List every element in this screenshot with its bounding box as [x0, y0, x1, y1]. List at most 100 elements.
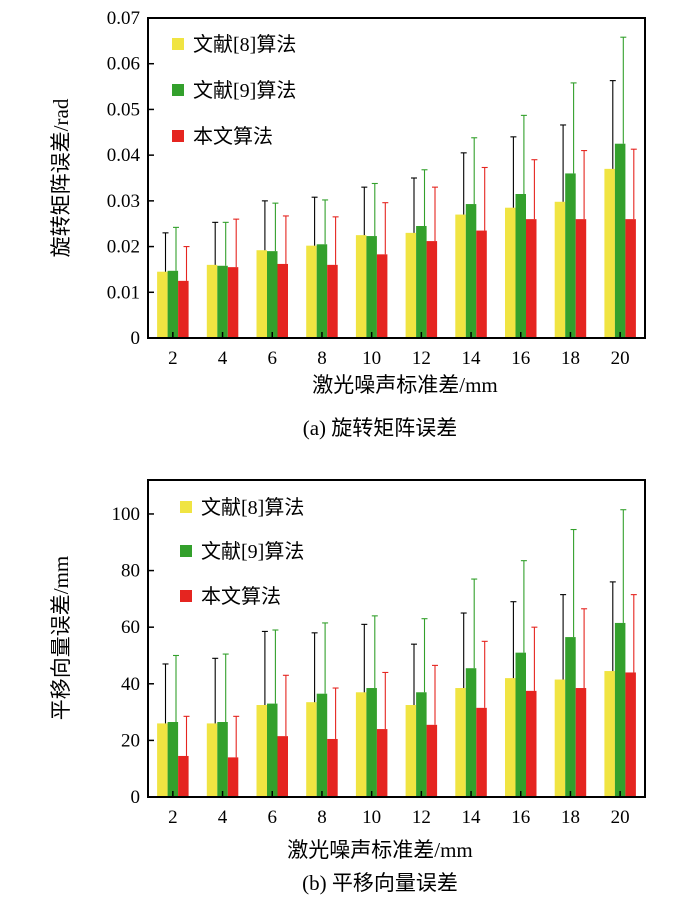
bar-ref8-2	[157, 271, 168, 338]
bar-ref8-14	[455, 688, 466, 797]
bar-ref9-12	[416, 692, 427, 797]
y-tick-label: 0.07	[107, 8, 140, 29]
bar-ours-8	[327, 264, 338, 338]
y-tick-label: 0.04	[107, 145, 141, 166]
x-tick-label: 18	[561, 348, 580, 369]
legend-label: 文献[8]算法	[201, 496, 304, 519]
bar-ours-18	[575, 688, 587, 797]
x-tick-label: 2	[168, 807, 178, 828]
x-tick-label: 8	[317, 348, 327, 369]
bar-ours-14	[476, 707, 487, 797]
y-axis-label: 平移向量误差/mm	[49, 556, 73, 721]
chart-translation-error: 0 20 40 60 80 100 2 4 6 8 10 12 14 16 18 20 文献[8]算法文献[9…	[49, 479, 646, 895]
x-tick-label: 14	[462, 348, 482, 369]
y-tick-label: 0.05	[107, 99, 140, 120]
bar-ref9-20	[614, 143, 626, 338]
bar-ref9-8	[316, 693, 328, 797]
legend-label: 本文算法	[193, 125, 273, 148]
chart-caption: (a) 旋转矩阵误差	[303, 416, 458, 440]
error-bars-group	[162, 509, 637, 758]
bar-ours-14	[476, 230, 487, 338]
bar-ref8-2	[157, 723, 168, 797]
bars-group	[157, 143, 636, 338]
bar-ref9-12	[416, 226, 427, 338]
bar-ref8-18	[554, 679, 566, 797]
bar-ref8-14	[455, 214, 466, 338]
legend-label: 文献[9]算法	[201, 540, 304, 563]
x-tick-label: 6	[268, 807, 278, 828]
axes-group: 0 0.01 0.02 0.03 0.04 0.05 0.06 0.07 2 4 6 8 10 12 14 1…	[107, 8, 646, 369]
bar-ref8-6	[256, 705, 267, 797]
x-tick-label: 20	[611, 807, 630, 828]
error-bars-group	[162, 36, 637, 281]
y-tick-label: 60	[121, 617, 140, 638]
bar-ours-10	[376, 729, 388, 797]
y-tick-label: 80	[121, 561, 140, 582]
bar-ref9-10	[366, 236, 377, 338]
bar-ref9-2	[167, 270, 179, 338]
bar-ref8-12	[405, 232, 417, 338]
axes-group: 0 20 40 60 80 100 2 4 6 8 10 12 14 16 18 20	[112, 479, 646, 828]
bar-ref8-20	[604, 168, 615, 338]
bar-ours-12	[426, 724, 438, 797]
bar-ref8-4	[206, 264, 218, 338]
legend-label: 文献[8]算法	[193, 33, 296, 56]
legend-swatch	[172, 130, 184, 142]
bar-ref9-18	[565, 637, 576, 797]
y-tick-label: 0	[131, 328, 141, 349]
bar-ref9-8	[316, 244, 328, 338]
y-tick-label: 0	[131, 787, 141, 808]
chart-rotation-error: 0 0.01 0.02 0.03 0.04 0.05 0.06 0.07 2 4 6 8 10 12 14 1…	[49, 8, 646, 440]
bar-ours-20	[625, 672, 636, 797]
legend-label: 文献[9]算法	[193, 79, 296, 102]
bar-ref9-16	[515, 652, 526, 797]
bar-ours-2	[178, 755, 189, 797]
x-tick-label: 10	[362, 807, 381, 828]
y-axis-label: 旋转矩阵误差/rad	[49, 98, 73, 257]
bar-ours-16	[526, 690, 537, 797]
bar-ref9-10	[366, 688, 377, 797]
x-tick-label: 12	[412, 807, 431, 828]
x-tick-label: 10	[362, 348, 381, 369]
bar-ours-6	[277, 263, 288, 338]
bar-ours-10	[376, 254, 388, 338]
y-tick-label: 20	[121, 730, 140, 751]
bar-ours-12	[426, 241, 438, 338]
bar-ref9-6	[267, 703, 278, 797]
legend-swatch	[180, 501, 192, 513]
bar-ours-16	[526, 219, 537, 338]
legend-swatch	[180, 545, 192, 557]
x-tick-label: 12	[412, 348, 431, 369]
bar-ref8-10	[355, 235, 367, 338]
chart-caption: (b) 平移向量误差	[302, 871, 458, 895]
x-tick-label: 16	[511, 807, 530, 828]
bar-ours-6	[277, 736, 288, 797]
bar-ref8-20	[604, 671, 615, 797]
bar-ref8-8	[306, 702, 317, 797]
x-tick-label: 6	[268, 348, 278, 369]
plot-frame	[147, 17, 646, 339]
x-tick-label: 18	[561, 807, 580, 828]
x-tick-label: 20	[611, 348, 630, 369]
x-tick-label: 2	[168, 348, 178, 369]
bar-ref8-10	[355, 692, 367, 797]
x-tick-label: 8	[317, 807, 327, 828]
bar-ours-4	[227, 757, 239, 797]
bar-ref8-16	[505, 207, 516, 338]
y-tick-label: 40	[121, 674, 140, 695]
bar-ref8-8	[306, 245, 317, 338]
bar-ours-20	[625, 219, 636, 338]
legend-swatch	[172, 84, 184, 96]
bar-ref9-16	[515, 194, 526, 338]
bar-ref9-20	[614, 622, 626, 797]
legend-swatch	[172, 38, 184, 50]
bar-ref9-4	[217, 721, 228, 797]
x-tick-label: 4	[218, 348, 228, 369]
bar-ref9-14	[465, 668, 477, 797]
bar-ours-18	[575, 219, 587, 338]
legend-label: 本文算法	[201, 585, 281, 608]
y-tick-label: 0.01	[107, 282, 140, 303]
